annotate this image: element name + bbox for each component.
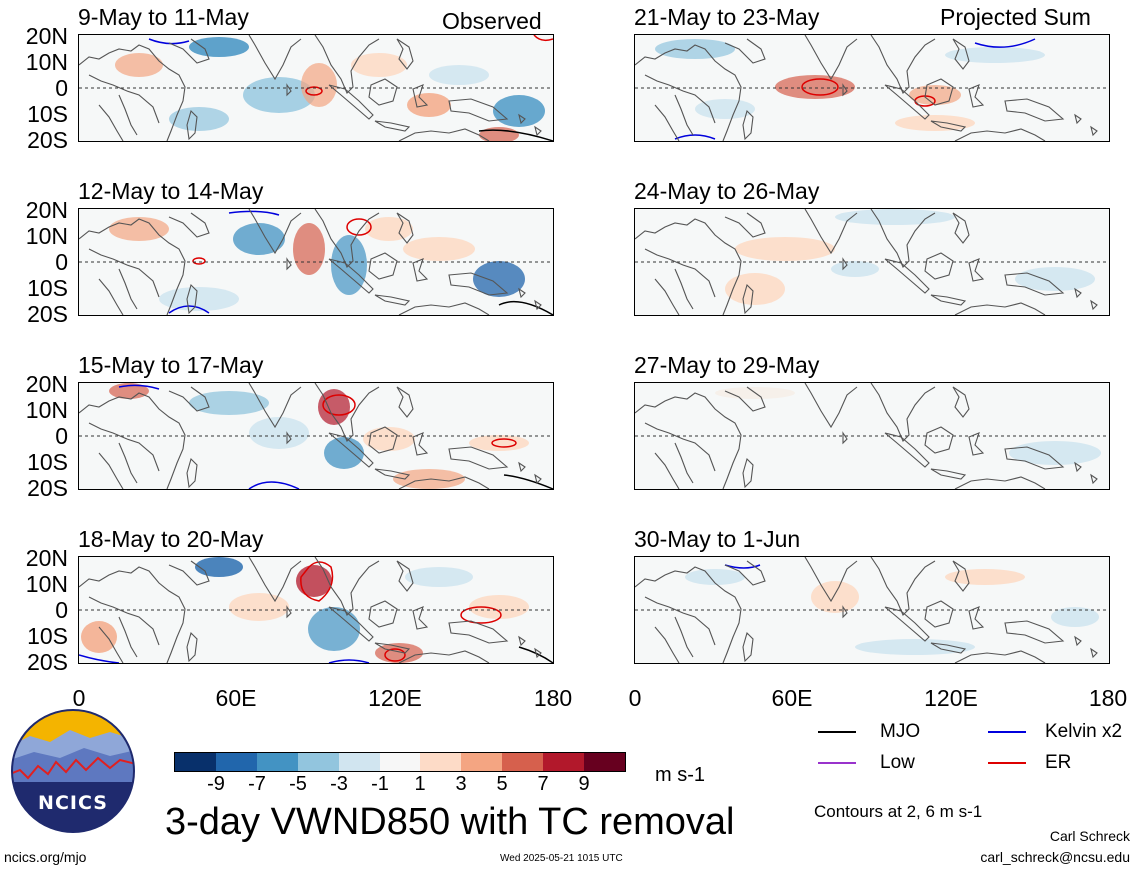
panel-title-right-3: 27-May to 29-May: [634, 352, 820, 378]
panel-title-left-1: 9-May to 11-May: [78, 4, 249, 30]
x-tick: 60E: [215, 685, 257, 711]
y-tick: 10N: [25, 49, 68, 75]
colorbar-label: 1: [414, 773, 426, 795]
colorbar-label: -3: [330, 773, 348, 795]
y-tick: 10N: [25, 571, 68, 597]
colorbar-segment: [502, 752, 543, 772]
colorbar-segment: [420, 752, 461, 772]
legend-label-kelvin: Kelvin x2: [1045, 721, 1123, 742]
y-tick: 10S: [27, 449, 68, 475]
legend-swatch-kelvin: [988, 731, 1026, 733]
panel-title-left-3: 15-May to 17-May: [78, 352, 264, 378]
map-panel-left-4: [79, 557, 553, 663]
colorbar-segment: [339, 752, 380, 772]
colorbar-label: -5: [289, 773, 307, 795]
x-tick: 60E: [771, 685, 813, 711]
y-tick: 10S: [27, 275, 68, 301]
colorbar-segment: [298, 752, 339, 772]
map-panel-left-2: [79, 209, 553, 315]
footer-url[interactable]: ncics.org/mjo: [4, 849, 87, 865]
panel-title-right-4: 30-May to 1-Jun: [634, 526, 801, 552]
y-tick: 20S: [27, 301, 68, 327]
map-panel-right-2: [635, 209, 1109, 315]
map-panel-right-1: [635, 35, 1109, 141]
colorbar-segment: [584, 752, 626, 772]
x-tick: 120E: [924, 685, 978, 711]
colorbar-label: -1: [371, 773, 389, 795]
footer-email[interactable]: carl_schreck@ncsu.edu: [980, 849, 1130, 865]
legend-label-low: Low: [880, 752, 915, 773]
y-tick: 10N: [25, 397, 68, 423]
y-tick: 0: [55, 249, 68, 275]
map-panel-left-1: [79, 35, 553, 141]
ncics-logo: NCICS: [10, 708, 136, 834]
y-tick: 20N: [25, 197, 68, 223]
legend-label-mjo: MJO: [880, 721, 921, 742]
y-tick: 20N: [25, 545, 68, 571]
colorbar-unit: m s-1: [655, 764, 705, 786]
colorbar-segment: [461, 752, 502, 772]
footer-author: Carl Schreck: [1049, 828, 1130, 844]
colorbar-label: 3: [455, 773, 467, 795]
colorbar-label: -7: [248, 773, 266, 795]
legend-swatch-mjo: [818, 731, 856, 733]
x-tick: 0: [72, 685, 86, 711]
observed-label: Observed: [442, 8, 542, 34]
y-tick: 10N: [25, 223, 68, 249]
legend-swatch-low: [818, 762, 856, 764]
y-tick: 0: [55, 597, 68, 623]
y-tick: 20N: [25, 371, 68, 397]
panel-title-right-1: 21-May to 23-May: [634, 4, 820, 30]
x-tick: 180: [533, 685, 573, 711]
y-tick: 20S: [27, 649, 68, 675]
panel-title-left-4: 18-May to 20-May: [78, 526, 264, 552]
colorbar-segment: [380, 752, 420, 772]
footer-timestamp: Wed 2025-05-21 1015 UTC: [500, 853, 623, 864]
x-tick: 0: [628, 685, 642, 711]
map-panel-left-3: [79, 383, 553, 489]
panel-title-left-2: 12-May to 14-May: [78, 178, 264, 204]
colorbar-label: -9: [207, 773, 225, 795]
colorbar-segment: [216, 752, 257, 772]
logo-text: NCICS: [38, 792, 108, 814]
map-panel-right-3: [635, 383, 1109, 489]
x-tick: 180: [1088, 685, 1128, 711]
legend-label-er: ER: [1045, 752, 1072, 773]
panel-title-right-2: 24-May to 26-May: [634, 178, 820, 204]
map-panel-right-4: [635, 557, 1109, 663]
y-tick: 10S: [27, 101, 68, 127]
colorbar-segment: [543, 752, 584, 772]
colorbar-label: 7: [537, 773, 549, 795]
main-title: 3-day VWND850 with TC removal: [165, 801, 735, 843]
colorbar-segment: [257, 752, 298, 772]
y-tick: 20N: [25, 23, 68, 49]
colorbar-label: 5: [496, 773, 508, 795]
y-tick: 0: [55, 75, 68, 101]
colorbar-segment: [174, 752, 216, 772]
colorbar-label: 9: [578, 773, 590, 795]
y-tick: 20S: [27, 127, 68, 153]
projected-sum-label: Projected Sum: [940, 4, 1091, 30]
y-tick: 10S: [27, 623, 68, 649]
y-tick: 0: [55, 423, 68, 449]
x-tick: 120E: [368, 685, 422, 711]
legend-swatch-er: [988, 762, 1026, 764]
y-tick: 20S: [27, 475, 68, 501]
contours-note: Contours at 2, 6 m s-1: [814, 802, 983, 821]
